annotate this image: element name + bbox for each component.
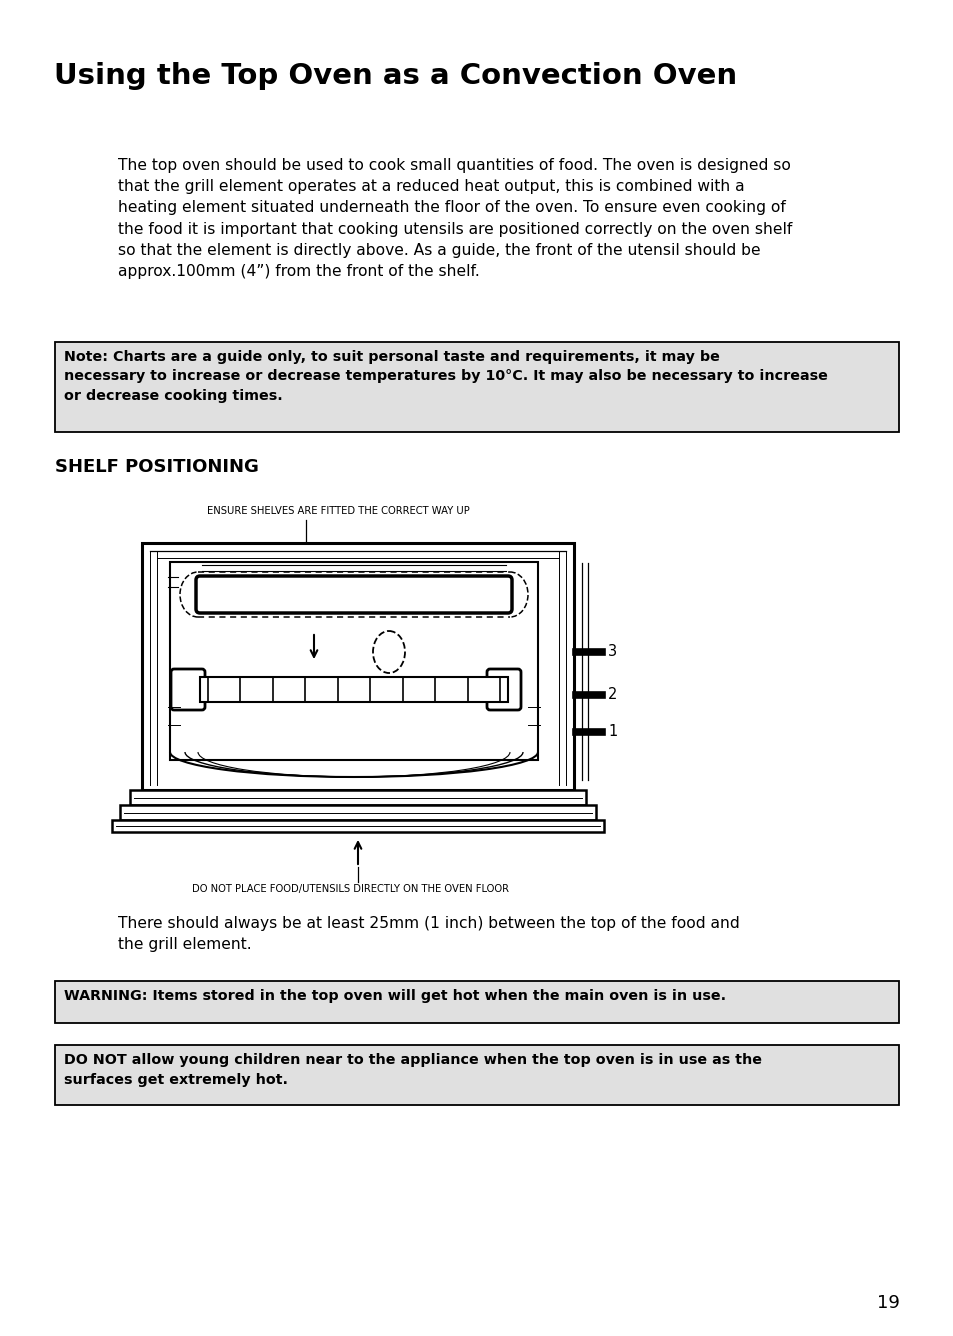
Bar <box>170 562 537 760</box>
Bar <box>142 542 574 790</box>
Text: 19: 19 <box>876 1295 899 1312</box>
Bar <box>55 981 898 1023</box>
Text: SHELF POSITIONING: SHELF POSITIONING <box>55 458 258 476</box>
Text: WARNING: Items stored in the top oven will get hot when the main oven is in use.: WARNING: Items stored in the top oven wi… <box>64 989 725 1003</box>
Bar <box>55 342 898 432</box>
Bar <box>55 1045 898 1105</box>
Text: DO NOT allow young children near to the appliance when the top oven is in use as: DO NOT allow young children near to the … <box>64 1053 761 1086</box>
Text: 3: 3 <box>607 644 617 660</box>
Text: 2: 2 <box>607 687 617 701</box>
Bar <box>200 677 507 701</box>
Text: Note: Charts are a guide only, to suit personal taste and requirements, it may b: Note: Charts are a guide only, to suit p… <box>64 350 827 402</box>
Text: ENSURE SHELVES ARE FITTED THE CORRECT WAY UP: ENSURE SHELVES ARE FITTED THE CORRECT WA… <box>207 506 469 516</box>
Text: There should always be at least 25mm (1 inch) between the top of the food and
th: There should always be at least 25mm (1 … <box>118 916 739 953</box>
Bar <box>120 806 596 820</box>
FancyBboxPatch shape <box>195 576 512 613</box>
Text: 1: 1 <box>607 724 617 740</box>
Bar <box>112 820 603 832</box>
FancyBboxPatch shape <box>171 669 205 709</box>
Text: The top oven should be used to cook small quantities of food. The oven is design: The top oven should be used to cook smal… <box>118 158 792 279</box>
Text: Using the Top Oven as a Convection Oven: Using the Top Oven as a Convection Oven <box>54 61 737 90</box>
FancyBboxPatch shape <box>486 669 520 709</box>
Text: DO NOT PLACE FOOD/UTENSILS DIRECTLY ON THE OVEN FLOOR: DO NOT PLACE FOOD/UTENSILS DIRECTLY ON T… <box>192 884 509 894</box>
Bar <box>130 790 585 806</box>
